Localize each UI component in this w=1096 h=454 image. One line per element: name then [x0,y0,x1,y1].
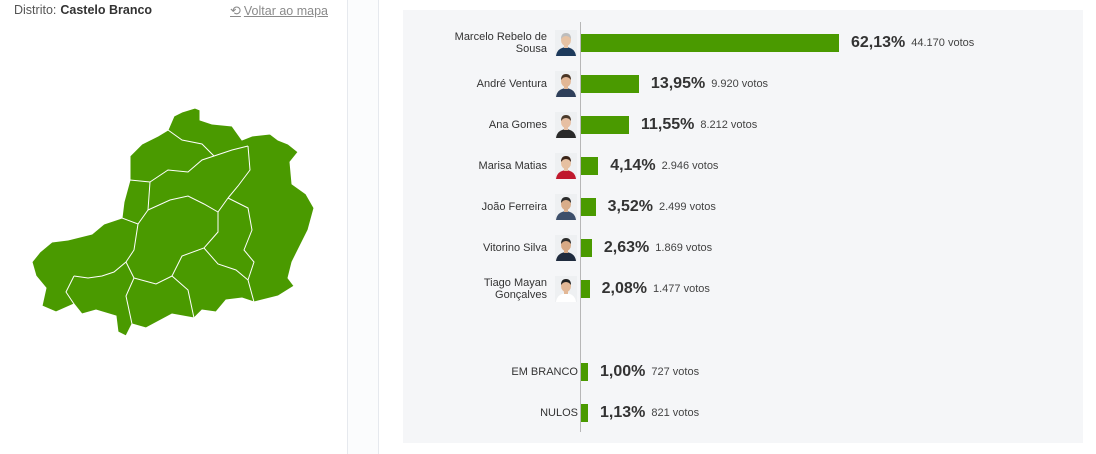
percent-value: 1,00% [600,363,646,380]
district-map[interactable] [22,100,322,345]
result-bar[interactable] [581,239,592,257]
name-line-1: Ana Gomes [488,119,547,131]
name-line-1: João Ferreira [481,201,547,213]
special-vote-row: EM BRANCO 1,00% 727 votos [403,352,1083,392]
results-chart-panel: Marcelo Rebelo de Sousa 62,13% 44.170 votos… [403,10,1083,443]
candidate-name: Marisa Matias [407,160,547,172]
vote-count: 821 votos [651,407,700,419]
result-percent: 4,14% 2.946 votos [610,157,718,175]
castelo-branco-map-shape[interactable] [22,100,322,345]
special-vote-row: NULOS 1,13% 821 votos [403,393,1083,433]
result-bar[interactable] [581,404,588,422]
percent-value: 13,95% [650,75,706,92]
percent-value: 2,63% [603,239,650,256]
special-vote-label: EM BRANCO [438,366,578,378]
result-bar[interactable] [581,157,599,175]
name-line-1: Marcelo Rebelo de [454,31,547,43]
municipality-border [121,181,151,225]
candidate-name: Ana Gomes [407,119,547,131]
candidate-avatar [555,276,577,302]
name-line-1: EM BRANCO [511,366,578,378]
result-bar[interactable] [581,116,629,134]
candidate-avatar [555,71,577,97]
result-percent: 1,13% 821 votos [600,404,699,422]
vote-count: 2.499 votos [658,201,716,213]
panel-divider [378,0,379,454]
candidate-row: Marisa Matias 4,14% 2.946 votos [403,146,1083,186]
municipality-border [125,261,135,325]
candidate-row: Tiago Mayan Gonçalves 2,08% 1.477 votos [403,269,1083,309]
result-percent: 2,63% 1.869 votos [604,239,712,257]
result-percent: 62,13% 44.170 votos [851,34,974,52]
special-vote-label: NULOS [438,407,578,419]
municipality-border [129,155,215,183]
back-to-map-link[interactable]: ⟲ Voltar ao mapa [230,3,328,19]
name-line-1: Marisa Matias [478,160,547,172]
municipality-border [147,195,229,213]
candidate-row: Marcelo Rebelo de Sousa 62,13% 44.170 votos [403,23,1083,63]
undo-arrow-icon: ⟲ [230,3,241,18]
candidate-row: André Ventura 13,95% 9.920 votos [403,64,1083,104]
result-bar[interactable] [581,280,590,298]
name-line-1: Tiago Mayan [483,277,547,289]
vote-count: 8.212 votos [700,119,758,131]
name-line-2: Gonçalves [495,289,547,301]
district-map-panel: Distrito: Castelo Branco ⟲ Voltar ao mapa [0,0,347,454]
vote-count: 9.920 votos [711,78,769,90]
candidate-avatar [555,30,577,56]
district-name: Castelo Branco [60,3,153,17]
percent-value: 11,55% [640,116,695,133]
result-percent: 1,00% 727 votos [600,363,699,381]
candidate-name: João Ferreira [407,201,547,213]
name-line-1: NULOS [540,407,578,419]
result-percent: 3,52% 2.499 votos [608,198,716,216]
vote-count: 2.946 votos [661,160,719,172]
vote-count: 1.477 votos [653,283,710,295]
percent-value: 1,13% [600,404,646,421]
candidate-row: Vitorino Silva 2,63% 1.869 votos [403,228,1083,268]
vote-count: 1.869 votos [655,242,713,254]
panel-gutter [348,0,378,454]
percent-value: 3,52% [607,198,653,215]
percent-value: 4,14% [610,157,656,174]
result-percent: 11,55% 8.212 votos [641,116,757,134]
municipality-border [73,223,139,279]
municipality-border [167,129,249,157]
result-bar[interactable] [581,363,588,381]
name-line-1: André Ventura [476,78,547,90]
candidate-avatar [555,153,577,179]
candidate-row: João Ferreira 3,52% 2.499 votos [403,187,1083,227]
back-to-map-label: Voltar ao mapa [243,4,328,18]
district-label: Distrito: [14,3,57,17]
percent-value: 2,08% [601,280,647,297]
candidate-row: Ana Gomes 11,55% 8.212 votos [403,105,1083,145]
name-line-1: Vitorino Silva [483,242,547,254]
district-header: Distrito: Castelo Branco [14,3,152,17]
percent-value: 62,13% [851,34,906,51]
panel-divider [347,0,348,454]
municipality-regions[interactable] [31,107,315,337]
candidate-name: André Ventura [407,78,547,90]
candidate-name: Tiago Mayan Gonçalves [407,277,547,301]
result-bar[interactable] [581,75,639,93]
result-bar[interactable] [581,34,839,52]
vote-count: 727 votos [651,366,700,378]
vote-count: 44.170 votos [911,37,975,49]
candidate-name: Vitorino Silva [407,242,547,254]
result-percent: 13,95% 9.920 votos [651,75,768,93]
candidate-avatar [555,235,577,261]
result-percent: 2,08% 1.477 votos [602,280,710,298]
municipality-border [227,145,251,199]
municipality-border [203,247,249,281]
municipality-border [65,275,75,305]
chart-axis-line [580,22,581,432]
name-line-2: Sousa [515,43,547,55]
candidate-avatar [555,112,577,138]
result-bar[interactable] [581,198,596,216]
candidate-avatar [555,194,577,220]
candidate-name: Marcelo Rebelo de Sousa [407,31,547,55]
